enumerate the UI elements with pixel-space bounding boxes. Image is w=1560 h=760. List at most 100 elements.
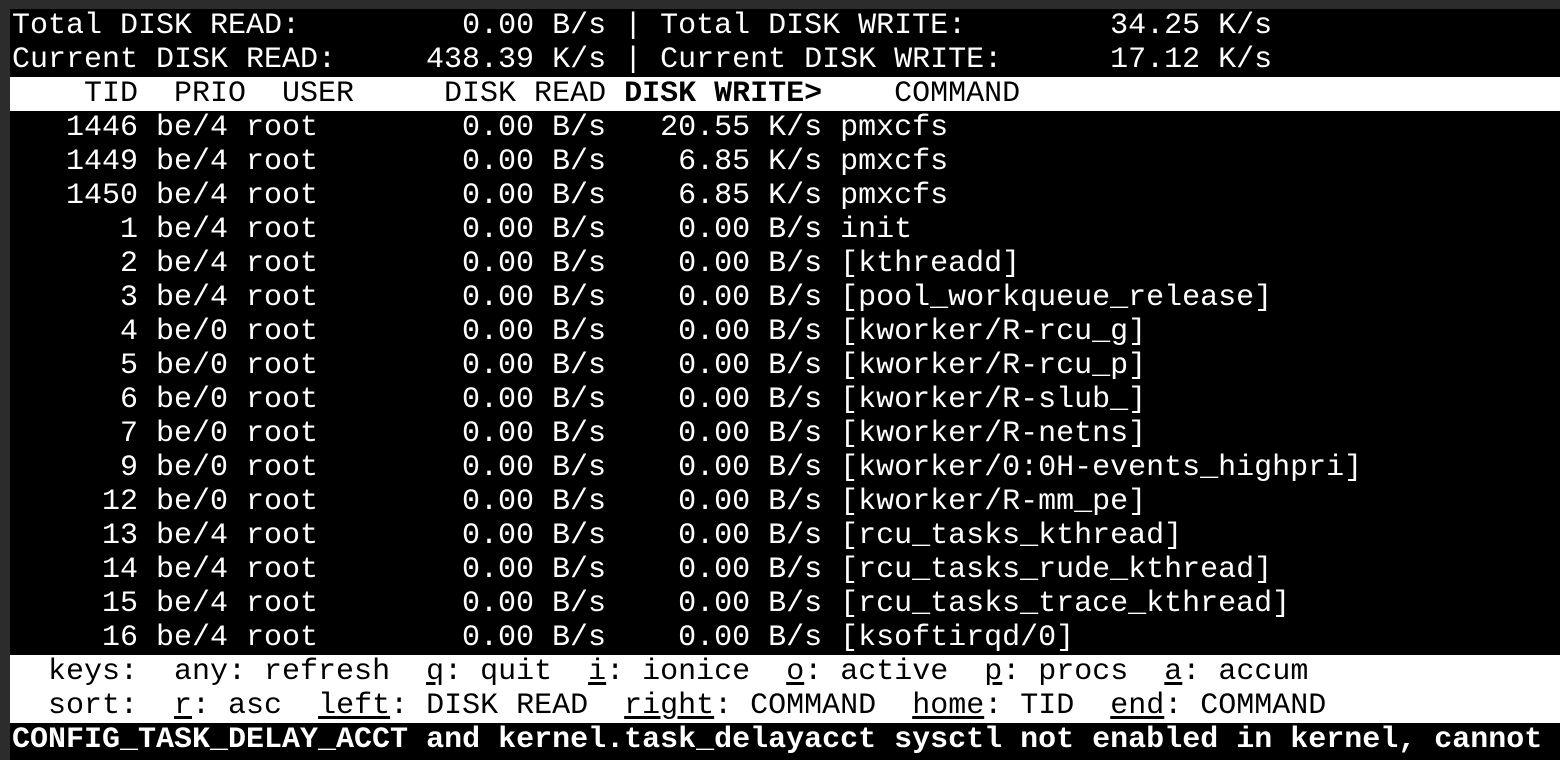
prio-cell: be/0 — [156, 349, 229, 383]
iotop-terminal[interactable]: Total DISK READ: 0.00 B/s | Total DISK WRIT… — [10, 9, 1560, 760]
disk-read-cell: 0.00 B/s — [462, 213, 607, 247]
disk-write-cell: 0.00 B/s — [678, 451, 823, 485]
user-cell: root — [246, 349, 319, 383]
user-cell: root — [246, 519, 319, 553]
disk-read-cell: 0.00 B/s — [462, 179, 607, 213]
tid-cell: 12 — [102, 485, 139, 519]
current-read-value: 438.39 K/s — [426, 43, 607, 77]
col-prio[interactable]: PRIO — [174, 77, 247, 111]
table-row[interactable]: 3 be/4 root 0.00 B/s 0.00 B/s [pool_workqueue… — [10, 281, 1560, 315]
tid-cell: 5 — [120, 349, 139, 383]
disk-write-cell: 0.00 B/s — [678, 281, 823, 315]
command-cell: [kworker/R-mm_pe] — [840, 485, 1147, 519]
help-item-home[interactable]: home: TID — [912, 689, 1075, 723]
help-item-p[interactable]: p: procs — [984, 655, 1129, 689]
prio-cell: be/4 — [156, 519, 229, 553]
key-action: accum — [1218, 655, 1309, 689]
disk-write-cell: 0.00 B/s — [678, 519, 823, 553]
prio-cell: be/4 — [156, 587, 229, 621]
table-row[interactable]: 14 be/4 root 0.00 B/s 0.00 B/s [rcu_tasks_rud… — [10, 553, 1560, 587]
help-item-r[interactable]: r: asc — [174, 689, 283, 723]
table-row[interactable]: 1 be/4 root 0.00 B/s 0.00 B/s init — [10, 213, 1560, 247]
help-item-any[interactable]: any: refresh — [174, 655, 391, 689]
key-name: r — [174, 689, 193, 723]
table-row[interactable]: 6 be/0 root 0.00 B/s 0.00 B/s [kworker/R-slub… — [10, 383, 1560, 417]
column-header: TID PRIO USER DISK READ DISK WRITE> COMMAND — [10, 77, 1560, 111]
key-name: q — [426, 655, 445, 689]
user-cell: root — [246, 485, 319, 519]
table-row[interactable]: 5 be/0 root 0.00 B/s 0.00 B/s [kworker/R-rcu_… — [10, 349, 1560, 383]
table-row[interactable]: 13 be/4 root 0.00 B/s 0.00 B/s [rcu_tasks_kth… — [10, 519, 1560, 553]
table-row[interactable]: 1449 be/4 root 0.00 B/s 6.85 K/s pmxcfs — [10, 145, 1560, 179]
table-row[interactable]: 12 be/0 root 0.00 B/s 0.00 B/s [kworker/R-mm_… — [10, 485, 1560, 519]
key-action: TID — [1020, 689, 1075, 723]
help-item-a[interactable]: a: accum — [1164, 655, 1309, 689]
key-name: o — [786, 655, 805, 689]
key-action: ionice — [642, 655, 751, 689]
help-item-o[interactable]: o: active — [786, 655, 949, 689]
user-cell: root — [246, 621, 319, 655]
current-write-value: 17.12 K/s — [1110, 43, 1273, 77]
help-item-i[interactable]: i: ionice — [588, 655, 751, 689]
prio-cell: be/4 — [156, 247, 229, 281]
key-name: any — [174, 655, 229, 689]
table-row[interactable]: 16 be/4 root 0.00 B/s 0.00 B/s [ksoftirqd/0] — [10, 621, 1560, 655]
tid-cell: 4 — [120, 315, 139, 349]
command-cell: [rcu_tasks_kthread] — [840, 519, 1183, 553]
command-cell: [rcu_tasks_rude_kthread] — [840, 553, 1273, 587]
current-io-line: Current DISK READ: 438.39 K/s | Current DIS… — [10, 43, 1560, 77]
col-user[interactable]: USER — [282, 77, 355, 111]
command-cell: [kworker/R-netns] — [840, 417, 1147, 451]
key-action: active — [840, 655, 949, 689]
command-cell: pmxcfs — [840, 111, 949, 145]
user-cell: root — [246, 587, 319, 621]
help-item-right[interactable]: right: COMMAND — [624, 689, 877, 723]
table-row[interactable]: 2 be/4 root 0.00 B/s 0.00 B/s [kthreadd] — [10, 247, 1560, 281]
key-action: COMMAND — [1200, 689, 1327, 723]
key-name: i — [588, 655, 607, 689]
table-row[interactable]: 7 be/0 root 0.00 B/s 0.00 B/s [kworker/R-netn… — [10, 417, 1560, 451]
table-row[interactable]: 1450 be/4 root 0.00 B/s 6.85 K/s pmxcfs — [10, 179, 1560, 213]
process-list: 1446 be/4 root 0.00 B/s 20.55 K/s pmxcfs 1449 b… — [10, 111, 1560, 655]
user-cell: root — [246, 111, 319, 145]
key-name: home — [912, 689, 985, 723]
table-row[interactable]: 15 be/4 root 0.00 B/s 0.00 B/s [rcu_tasks_tra… — [10, 587, 1560, 621]
disk-read-cell: 0.00 B/s — [462, 111, 607, 145]
table-row[interactable]: 1446 be/4 root 0.00 B/s 20.55 K/s pmxcfs — [10, 111, 1560, 145]
tid-cell: 1450 — [66, 179, 139, 213]
disk-read-cell: 0.00 B/s — [462, 315, 607, 349]
col-disk-write-sorted[interactable]: DISK WRITE> — [624, 77, 823, 111]
prio-cell: be/4 — [156, 111, 229, 145]
table-row[interactable]: 9 be/0 root 0.00 B/s 0.00 B/s [kworker/0:0H-e… — [10, 451, 1560, 485]
tid-cell: 13 — [102, 519, 139, 553]
col-tid[interactable]: TID — [84, 77, 139, 111]
disk-read-cell: 0.00 B/s — [462, 145, 607, 179]
disk-read-cell: 0.00 B/s — [462, 247, 607, 281]
disk-write-cell: 0.00 B/s — [678, 213, 823, 247]
disk-write-cell: 0.00 B/s — [678, 315, 823, 349]
total-write-value: 34.25 K/s — [1110, 9, 1273, 43]
user-cell: root — [246, 145, 319, 179]
key-action: asc — [228, 689, 283, 723]
separator: | — [624, 43, 643, 77]
prio-cell: be/0 — [156, 417, 229, 451]
tid-cell: 1446 — [66, 111, 139, 145]
current-write-label: Current DISK WRITE: — [660, 43, 1003, 77]
separator: | — [624, 9, 643, 43]
key-action: refresh — [264, 655, 391, 689]
col-disk-read[interactable]: DISK READ — [444, 77, 607, 111]
total-read-value: 0.00 B/s — [462, 9, 607, 43]
tid-cell: 6 — [120, 383, 139, 417]
help-item-left[interactable]: left: DISK READ — [318, 689, 589, 723]
help-item-end[interactable]: end: COMMAND — [1110, 689, 1327, 723]
table-row[interactable]: 4 be/0 root 0.00 B/s 0.00 B/s [kworker/R-rcu_… — [10, 315, 1560, 349]
command-cell: pmxcfs — [840, 145, 949, 179]
prio-cell: be/4 — [156, 281, 229, 315]
disk-write-cell: 20.55 K/s — [660, 111, 823, 145]
disk-read-cell: 0.00 B/s — [462, 553, 607, 587]
col-command[interactable]: COMMAND — [894, 77, 1021, 111]
help-item-q[interactable]: q: quit — [426, 655, 553, 689]
user-cell: root — [246, 281, 319, 315]
tid-cell: 3 — [120, 281, 139, 315]
user-cell: root — [246, 179, 319, 213]
